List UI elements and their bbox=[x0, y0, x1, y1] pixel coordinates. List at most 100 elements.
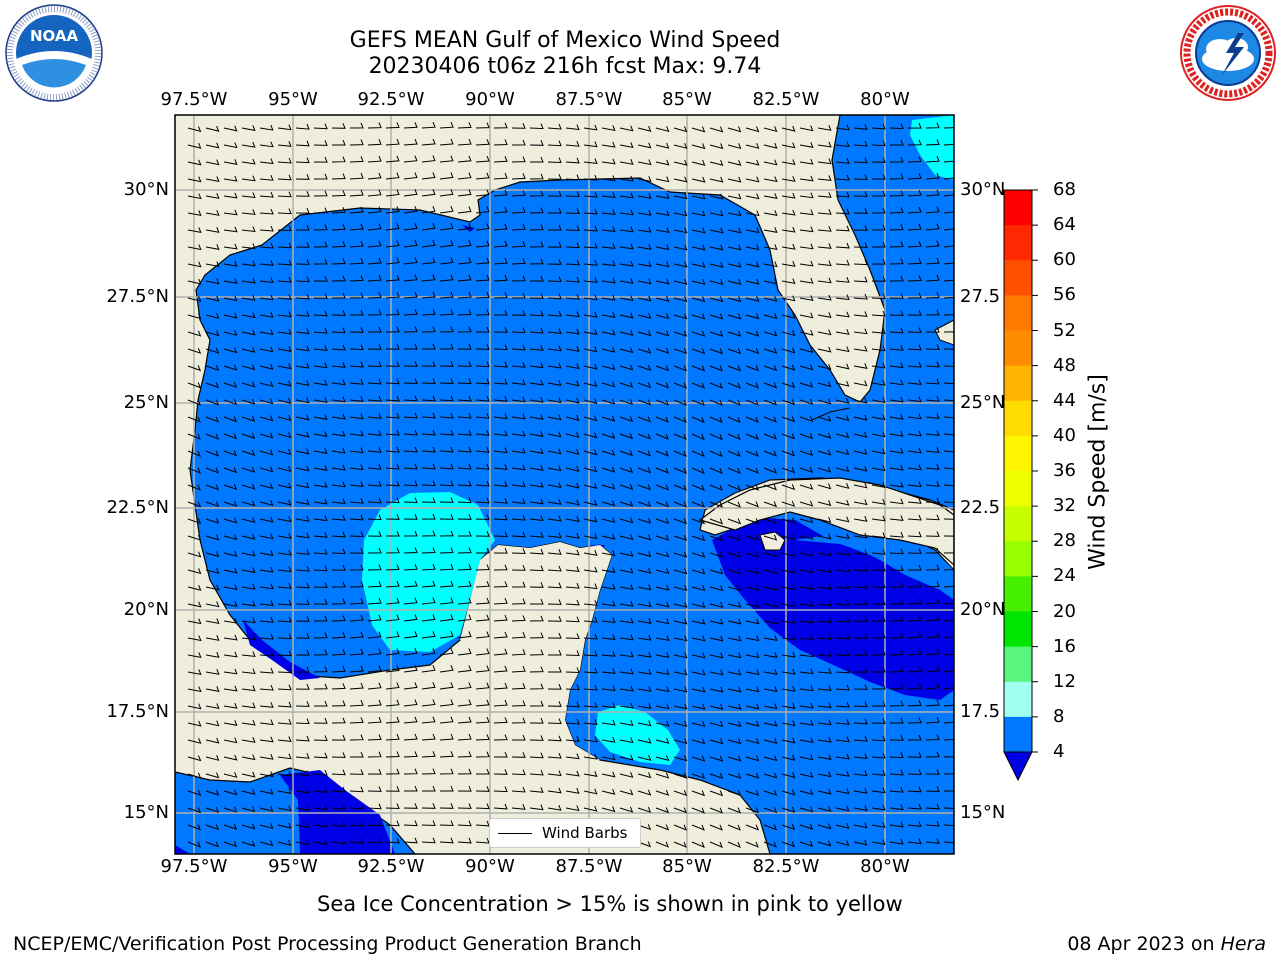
wind-barb bbox=[853, 157, 868, 164]
wind-barb bbox=[529, 735, 544, 741]
wind-barb bbox=[943, 348, 954, 350]
wind-barb bbox=[529, 666, 544, 673]
wind-barb bbox=[925, 240, 940, 248]
wind-barb bbox=[367, 155, 382, 163]
wind-barb bbox=[277, 276, 292, 283]
wind-barb bbox=[493, 786, 508, 793]
wind-barb bbox=[259, 381, 274, 388]
wind-barb bbox=[421, 172, 436, 180]
wind-barb bbox=[943, 585, 954, 588]
wind-barb bbox=[763, 433, 778, 440]
wind-barb bbox=[655, 635, 670, 642]
wind-barb bbox=[421, 138, 436, 146]
wind-barb bbox=[817, 294, 832, 301]
wind-barb bbox=[349, 665, 364, 673]
wind-barb bbox=[295, 224, 310, 231]
wind-barb bbox=[889, 362, 904, 369]
wind-barb bbox=[277, 432, 292, 439]
wind-barb bbox=[871, 752, 886, 759]
wind-barb bbox=[745, 720, 760, 727]
wind-barb bbox=[223, 175, 238, 182]
wind-barb bbox=[547, 787, 562, 794]
wind-barb bbox=[277, 788, 292, 794]
wind-barb bbox=[691, 126, 706, 133]
wind-barb bbox=[476, 768, 490, 775]
wind-barb bbox=[421, 733, 436, 741]
wind-barb bbox=[781, 399, 796, 406]
wind-barb bbox=[925, 464, 940, 470]
wind-barb bbox=[241, 550, 256, 557]
wind-barb bbox=[817, 583, 832, 590]
wind-barb bbox=[385, 665, 400, 673]
bay-of-campeche-cyan bbox=[362, 492, 495, 652]
wind-barb bbox=[295, 684, 310, 690]
wind-barb bbox=[205, 125, 220, 132]
wind-barb bbox=[601, 651, 616, 657]
wind-barb bbox=[331, 734, 346, 741]
wind-barb bbox=[763, 382, 778, 389]
wind-barb bbox=[709, 721, 724, 727]
wind-barb bbox=[925, 413, 940, 419]
wind-barb bbox=[709, 365, 723, 372]
wind-barb bbox=[799, 192, 814, 199]
wind-barb bbox=[475, 309, 490, 316]
wind-barb bbox=[475, 378, 490, 385]
wind-barb bbox=[565, 753, 580, 760]
lat-tick-left: 30°N bbox=[123, 179, 169, 200]
wind-barb bbox=[565, 549, 580, 556]
wind-barb bbox=[187, 399, 201, 406]
lat-tick-left: 27.5°N bbox=[106, 286, 169, 307]
wind-barb bbox=[673, 382, 687, 389]
wind-barb bbox=[835, 771, 850, 777]
wind-barb bbox=[925, 344, 940, 351]
wind-barb bbox=[529, 258, 544, 265]
wind-barb bbox=[655, 399, 669, 406]
wind-barb bbox=[853, 276, 868, 283]
wind-barb bbox=[331, 224, 346, 231]
wind-barb bbox=[367, 344, 382, 350]
wind-barb bbox=[781, 789, 796, 796]
wind-barb bbox=[475, 665, 490, 673]
colorbar-swatch bbox=[1004, 681, 1032, 718]
wind-barb bbox=[853, 839, 868, 846]
wind-barb bbox=[331, 531, 346, 538]
wind-barb bbox=[853, 566, 868, 572]
wind-barb bbox=[367, 413, 382, 419]
wind-barb bbox=[277, 805, 292, 812]
wind-barb bbox=[925, 172, 940, 180]
wind-barb bbox=[457, 497, 472, 504]
wind-barb bbox=[637, 278, 652, 285]
wind-barb bbox=[709, 635, 724, 642]
wind-barb bbox=[205, 347, 220, 354]
wind-barb bbox=[277, 583, 292, 589]
wind-barb bbox=[889, 615, 904, 622]
wind-barb bbox=[277, 718, 292, 725]
wind-barb bbox=[745, 738, 760, 745]
wind-barb bbox=[871, 123, 886, 130]
wind-barb bbox=[403, 138, 418, 146]
wind-barb bbox=[745, 450, 759, 458]
wind-barb bbox=[835, 736, 850, 743]
wind-barb bbox=[295, 448, 310, 455]
wind-barb bbox=[223, 806, 238, 813]
wind-barb bbox=[475, 464, 490, 470]
wind-barb bbox=[421, 682, 436, 690]
wind-barb bbox=[817, 736, 832, 743]
wind-barb bbox=[925, 139, 940, 146]
wind-barb bbox=[529, 140, 544, 146]
wind-barb bbox=[385, 837, 400, 844]
wind-barb bbox=[547, 515, 562, 522]
wind-barb bbox=[385, 395, 400, 402]
wind-barb bbox=[475, 139, 490, 146]
wind-barb bbox=[601, 500, 616, 507]
wind-barb bbox=[727, 296, 742, 303]
wind-barb bbox=[889, 327, 904, 334]
wind-barb bbox=[619, 364, 634, 371]
wind-barb bbox=[943, 245, 954, 248]
wind-barb bbox=[403, 768, 418, 775]
wind-barb bbox=[349, 786, 364, 793]
sea-ice-note: Sea Ice Concentration > 15% is shown in … bbox=[317, 892, 903, 916]
wind-barb bbox=[799, 295, 814, 302]
wind-barb bbox=[403, 326, 418, 333]
wind-barb bbox=[367, 172, 382, 180]
